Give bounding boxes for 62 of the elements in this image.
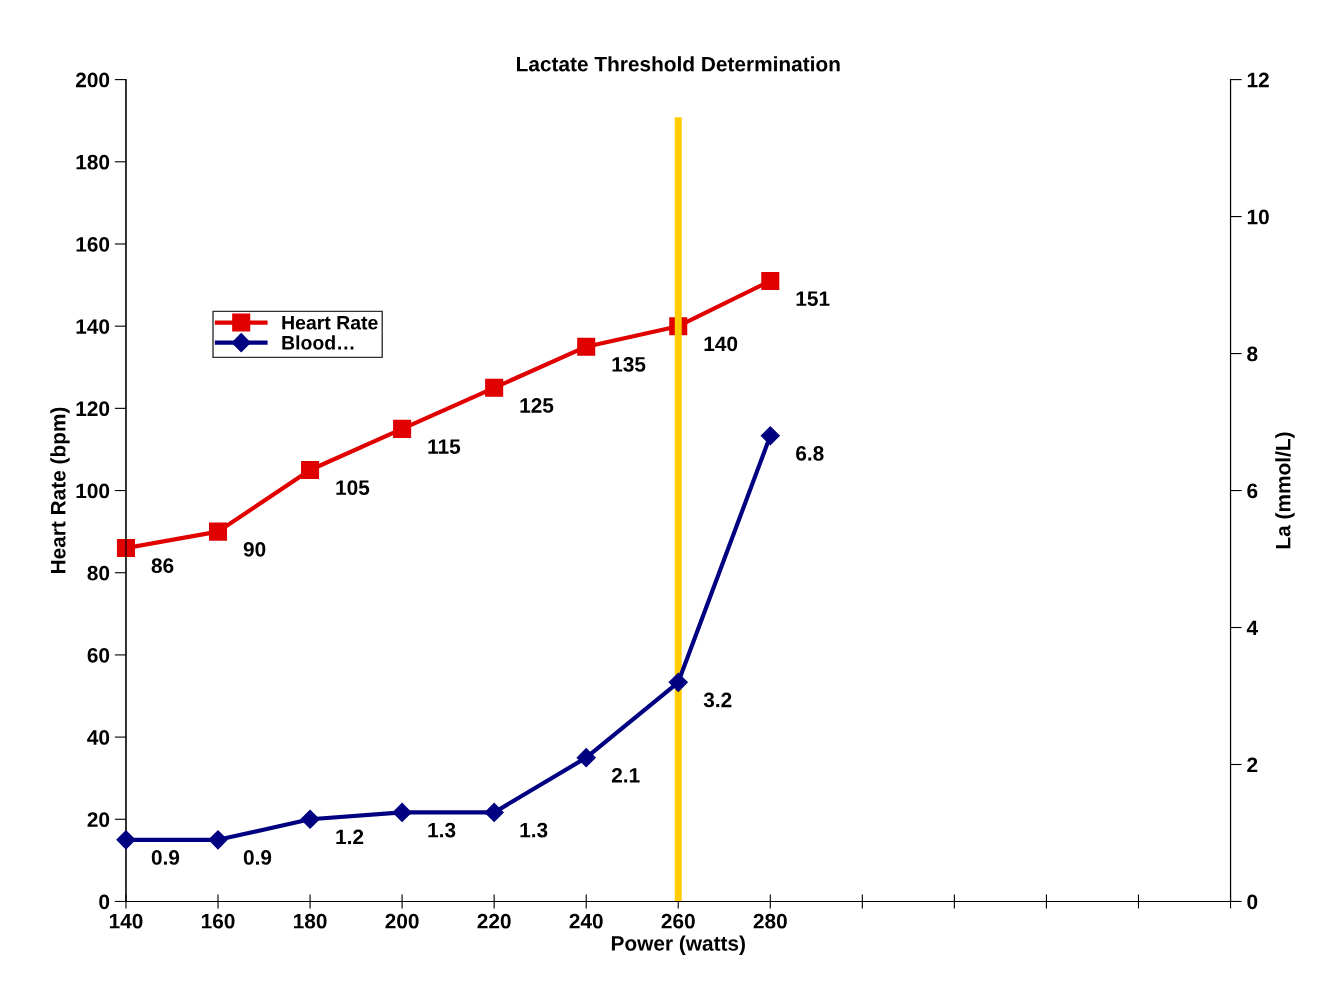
y-tick-label: 100 <box>76 483 110 499</box>
data-label: 86 <box>151 558 174 574</box>
x-tick-label: 180 <box>294 913 327 929</box>
data-label: 90 <box>243 541 266 557</box>
y-tick-label: 140 <box>76 319 110 334</box>
legend-label: Blood… <box>282 335 354 350</box>
point <box>485 378 504 397</box>
y-tick-label: 80 <box>87 565 110 581</box>
data-label: 140 <box>704 336 738 352</box>
data-label: 1.2 <box>336 829 364 845</box>
y2-tick-label: 2 <box>1247 757 1258 773</box>
y2-tick-label: 0 <box>1247 894 1258 910</box>
y2-tick-label: 8 <box>1247 346 1258 362</box>
y2-tick-label: 12 <box>1247 72 1269 88</box>
point <box>116 830 136 850</box>
point <box>576 748 596 768</box>
point <box>301 460 320 480</box>
legend-label: Heart Rate <box>282 316 378 330</box>
point <box>668 672 688 692</box>
point <box>393 419 412 438</box>
y-tick-label: 120 <box>76 401 110 417</box>
x-axis-title: Power (watts) <box>611 935 745 955</box>
data-label: 1.3 <box>520 822 548 838</box>
x-tick-label: 280 <box>753 913 787 929</box>
data-label: 0.9 <box>151 850 180 865</box>
point <box>300 809 320 829</box>
data-label: 151 <box>796 291 830 306</box>
data-label: 105 <box>336 480 370 496</box>
y-tick-label: 40 <box>87 730 110 745</box>
data-label: 2.1 <box>611 767 640 783</box>
y-tick-label: 180 <box>76 154 110 170</box>
y-tick-label: 60 <box>87 647 110 663</box>
x-tick-label: 260 <box>661 913 695 929</box>
point <box>577 337 596 356</box>
data-label: 135 <box>612 356 646 372</box>
x-tick-label: 140 <box>109 913 143 929</box>
x-tick-label: 240 <box>569 913 603 929</box>
y-tick-label: 200 <box>75 72 110 88</box>
y2-tick-label: 10 <box>1247 209 1269 225</box>
y-tick-label: 0 <box>99 894 110 910</box>
y2-tick-label: 4 <box>1246 620 1258 636</box>
y2-axis-title: La (mmol/L) <box>1275 432 1295 549</box>
chart-title: Lactate Threshold Determination <box>517 56 840 72</box>
y-axis-title: Heart Rate (bpm) <box>50 407 70 574</box>
x-tick-label: 160 <box>201 913 235 929</box>
y-tick-label: 160 <box>76 236 110 252</box>
data-label: 125 <box>520 398 554 413</box>
point <box>208 830 228 850</box>
x-tick-label: 200 <box>385 913 419 929</box>
data-label: 115 <box>428 439 461 454</box>
point <box>208 522 228 541</box>
y-tick-label: 20 <box>87 812 110 828</box>
data-label: 6.8 <box>796 446 824 461</box>
x-tick-label: 220 <box>477 913 511 929</box>
point <box>484 802 504 822</box>
point <box>761 271 780 290</box>
point <box>392 802 412 822</box>
data-label: 3.2 <box>703 692 732 708</box>
data-label: 1.3 <box>428 822 456 838</box>
data-label: 0.9 <box>243 850 272 865</box>
y2-tick-label: 6 <box>1247 483 1258 499</box>
point <box>760 426 780 446</box>
